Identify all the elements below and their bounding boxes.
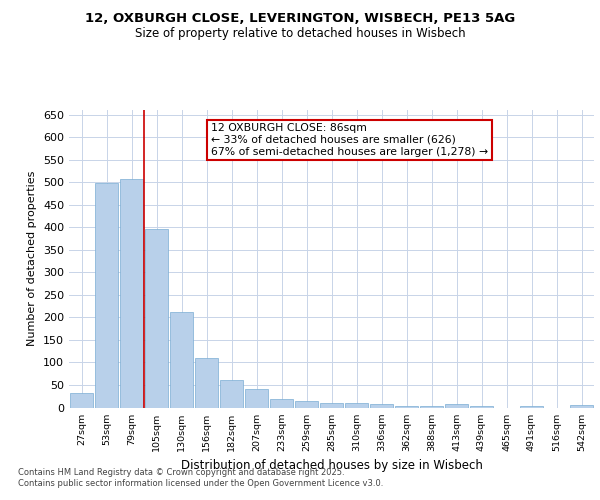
Bar xyxy=(445,404,468,407)
Bar xyxy=(220,380,243,407)
Bar xyxy=(295,400,318,407)
Bar xyxy=(145,230,168,408)
Bar xyxy=(520,406,543,407)
Bar xyxy=(195,358,218,408)
Bar xyxy=(370,404,393,407)
Bar xyxy=(245,390,268,407)
X-axis label: Distribution of detached houses by size in Wisbech: Distribution of detached houses by size … xyxy=(181,459,482,472)
Bar xyxy=(345,404,368,407)
Text: 12, OXBURGH CLOSE, LEVERINGTON, WISBECH, PE13 5AG: 12, OXBURGH CLOSE, LEVERINGTON, WISBECH,… xyxy=(85,12,515,26)
Bar xyxy=(470,406,493,407)
Bar xyxy=(320,403,343,407)
Bar xyxy=(70,392,93,407)
Text: Size of property relative to detached houses in Wisbech: Size of property relative to detached ho… xyxy=(134,28,466,40)
Text: Contains HM Land Registry data © Crown copyright and database right 2025.
Contai: Contains HM Land Registry data © Crown c… xyxy=(18,468,383,487)
Bar xyxy=(570,405,593,407)
Text: 12 OXBURGH CLOSE: 86sqm
← 33% of detached houses are smaller (626)
67% of semi-d: 12 OXBURGH CLOSE: 86sqm ← 33% of detache… xyxy=(211,124,488,156)
Bar xyxy=(95,183,118,408)
Bar xyxy=(420,406,443,407)
Bar xyxy=(170,312,193,408)
Bar xyxy=(395,406,418,407)
Bar xyxy=(270,400,293,407)
Bar xyxy=(120,179,143,408)
Y-axis label: Number of detached properties: Number of detached properties xyxy=(28,171,37,346)
